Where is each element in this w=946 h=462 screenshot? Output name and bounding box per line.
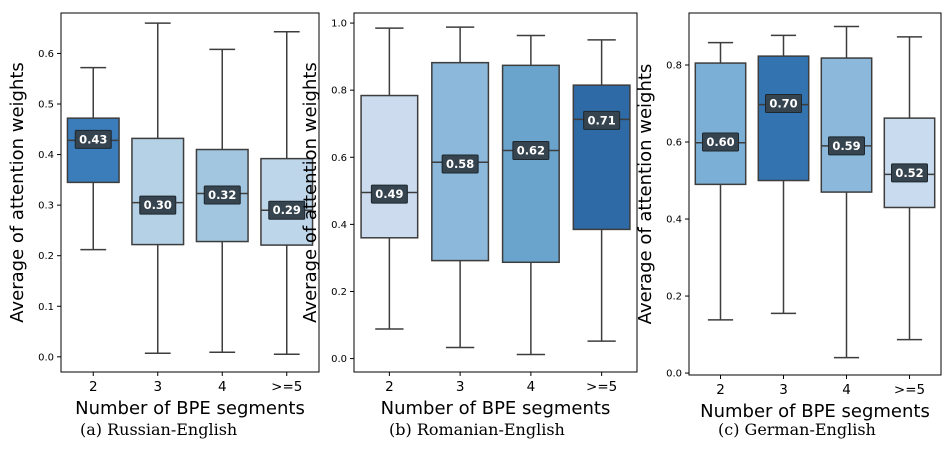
panel-3-mean-label: 0.52 xyxy=(895,166,923,180)
panel-2-xlabel: Number of BPE segments xyxy=(381,398,611,419)
panel-3-ytick-label: 0.6 xyxy=(666,138,682,149)
caption-c: (c) German-English xyxy=(718,420,876,439)
panel-3-xtick-label: 2 xyxy=(716,382,725,398)
panel-2-ytick-label: 0.8 xyxy=(331,86,347,97)
panel-2-ytick-label: 0.6 xyxy=(331,153,347,164)
panel-3-mean-badge xyxy=(891,163,928,183)
panel-3-axes-frame xyxy=(688,12,942,376)
panel-2-ytick-label: 0.4 xyxy=(331,220,347,231)
panel-1-mean-badge xyxy=(74,129,112,149)
panel-2-mean-label: 0.58 xyxy=(446,157,474,171)
panel-3-ylabel: Average of attention weights xyxy=(635,64,656,325)
panel-3-xtick-label: 3 xyxy=(779,382,788,398)
panel-1-axes-frame xyxy=(60,12,320,373)
panel-1-xtick-label: 3 xyxy=(153,379,162,395)
panel-3-box xyxy=(757,55,810,182)
panel-3-mean-badge xyxy=(828,136,865,156)
panel-1-ytick-label: 0.1 xyxy=(38,302,54,313)
panel-1-ytick-label: 0.3 xyxy=(38,201,54,212)
panel-3-mean-label: 0.59 xyxy=(832,139,860,153)
panel-2-box xyxy=(360,94,419,239)
panel-1-ytick-label: 0.2 xyxy=(38,251,54,262)
panel-2-mean-badge xyxy=(512,141,550,161)
panel-3-box xyxy=(883,117,936,209)
panel-1-box xyxy=(131,137,185,246)
panel-2-ytick-label: 1.0 xyxy=(331,19,347,30)
panel-1-xtick-label: 2 xyxy=(89,379,98,395)
panel-3-mean-badge xyxy=(702,132,739,152)
panel-1-mean-badge xyxy=(268,200,306,220)
panel-3-mean-label: 0.60 xyxy=(706,135,734,149)
panel-3-xtick-label: 4 xyxy=(842,382,851,398)
panel-2-ytick-label: 0.0 xyxy=(331,354,347,365)
panel-1-mean-badge xyxy=(203,185,241,205)
panel-2-ylabel: Average of attention weights xyxy=(300,62,321,323)
panel-3-ytick-label: 0.4 xyxy=(666,215,682,226)
panel-1-mean-label: 0.30 xyxy=(144,198,172,212)
panel-1-mean-label: 0.32 xyxy=(208,188,236,202)
panel-1-box xyxy=(66,117,120,184)
panel-1-ytick-label: 0.0 xyxy=(38,352,54,363)
panel-1-ytick-label: 0.5 xyxy=(38,100,54,111)
panel-2-xtick-label: 3 xyxy=(456,379,465,395)
caption-b: (b) Romanian-English xyxy=(389,420,565,439)
panel-2-mean-badge xyxy=(370,184,408,204)
panel-2-box xyxy=(501,64,560,264)
panel-1-ytick-label: 0.6 xyxy=(38,49,54,60)
panel-3-ytick-label: 0.8 xyxy=(666,60,682,71)
panel-3-xtick-label: >=5 xyxy=(894,382,925,398)
panel-1-mean-label: 0.29 xyxy=(273,203,301,217)
panel-3-mean-label: 0.70 xyxy=(769,97,797,111)
panel-2-xtick-label: >=5 xyxy=(586,379,617,395)
panel-2-mean-badge xyxy=(583,110,621,130)
panel-1-xtick-label: 4 xyxy=(218,379,227,395)
panel-3-xlabel: Number of BPE segments xyxy=(700,401,930,422)
panel-3-ytick-label: 0.0 xyxy=(666,369,682,380)
panel-1-xtick-label: >=5 xyxy=(271,379,302,395)
panel-1-ylabel: Average of attention weights xyxy=(7,62,28,323)
panel-3-ytick-label: 0.2 xyxy=(666,292,682,303)
panel-2-ytick-label: 0.2 xyxy=(331,287,347,298)
panel-3-mean-badge xyxy=(765,94,802,113)
panel-1-mean-label: 0.43 xyxy=(79,132,107,146)
panel-2-mean-label: 0.49 xyxy=(375,187,403,201)
panel-1-xlabel: Number of BPE segments xyxy=(75,398,305,419)
panel-2-axes-frame xyxy=(353,12,638,373)
panel-2-mean-label: 0.62 xyxy=(517,144,545,158)
panel-2-xtick-label: 2 xyxy=(385,379,394,395)
panel-1-ytick-label: 0.4 xyxy=(38,150,54,161)
panel-3-box xyxy=(694,62,747,186)
panel-2-mean-badge xyxy=(441,154,479,174)
panel-2-box xyxy=(572,84,631,231)
panel-2-xtick-label: 4 xyxy=(527,379,536,395)
panel-1-mean-badge xyxy=(139,195,177,215)
panel-2-mean-label: 0.71 xyxy=(587,113,615,127)
caption-a: (a) Russian-English xyxy=(80,420,238,439)
panel-3-box xyxy=(820,57,873,193)
